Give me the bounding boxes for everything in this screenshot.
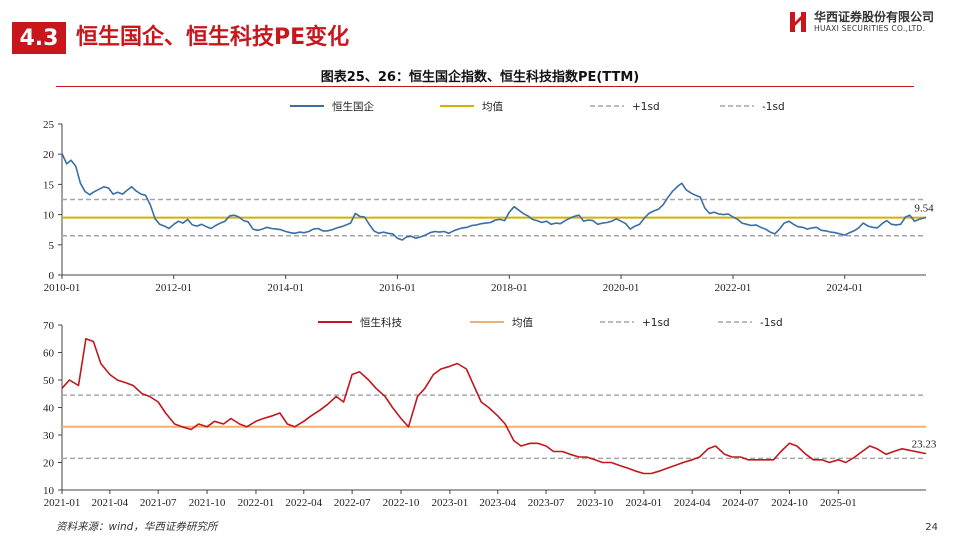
legend-label: 恒生科技 [360,316,402,329]
hscei-pe-chart: 0 5 10 15 20 25 2010-01 2012-01 2014-01 2016-01 20… [43,100,934,294]
legend-label: 恒生国企 [332,100,374,113]
legend-label: -1sd [760,317,783,329]
x-tick-label: 2023-07 [528,497,565,509]
logo-text-en: HUAXI SECURITIES CO.,LTD. [814,24,926,33]
x-tick-label: 2021-04 [91,497,128,509]
legend-label: -1sd [762,101,785,113]
legend-mean: 均值 [470,316,533,329]
logo-text-cn: 华西证券股份有限公司 [814,10,935,24]
x-tick-label: 2016-01 [379,282,416,294]
y-tick-label: 10 [43,485,55,497]
legend-series: 恒生科技 [318,316,402,329]
y-tick-label: 10 [43,210,55,222]
legend-label: 均值 [512,316,533,329]
x-tick-label: 2024-01 [626,497,663,509]
x-tick-label: 2020-01 [603,282,640,294]
x-tick-label: 2024-07 [722,497,759,509]
y-tick-label: 60 [43,348,55,360]
section-title: 恒生国企、恒生科技PE变化 [76,25,350,50]
huaxi-logo-icon [790,12,806,32]
x-tick-label: 2012-01 [155,282,192,294]
end-value-label: 23.23 [912,439,937,451]
x-tick-label: 2022-01 [238,497,275,509]
x-tick-label: 2018-01 [491,282,528,294]
y-tick-label: 20 [43,149,55,161]
x-tick-label: 2024-10 [771,497,808,509]
x-tick-label: 2022-04 [285,497,322,509]
x-tick-label: 2022-07 [334,497,371,509]
x-tick-label: 2023-10 [577,497,614,509]
x-tick-label: 2023-04 [479,497,516,509]
x-tick-label: 2024-04 [674,497,711,509]
company-logo: 华西证券股份有限公司 HUAXI SECURITIES CO.,LTD. [788,8,948,38]
figure-title: 图表25、26：恒生国企指数、恒生科技指数PE(TTM) [320,70,640,85]
x-tick-label: 2022-10 [383,497,420,509]
hscei-pe-line [61,153,927,241]
title-divider [56,86,914,87]
section-number-badge: 4.3 [12,22,66,54]
y-tick-label: 70 [43,320,55,332]
legend-minus-1sd: -1sd [720,101,785,113]
x-tick-label: 2021-07 [140,497,177,509]
x-tick-label: 2025-01 [820,497,857,509]
source-note: 资料来源：wind，华西证券研究所 [56,521,218,533]
legend-plus-1sd: +1sd [600,317,670,329]
x-tick-label: 2022-01 [715,282,752,294]
x-tick-label: 2010-01 [44,282,81,294]
legend-label: 均值 [482,100,503,113]
y-tick-label: 0 [49,270,55,282]
x-tick-label: 2014-01 [267,282,304,294]
y-tick-label: 25 [43,119,55,131]
legend-series: 恒生国企 [290,100,374,113]
legend-label: +1sd [642,317,670,329]
y-tick-label: 40 [43,403,55,415]
y-tick-label: 30 [43,430,55,442]
x-tick-label: 2021-01 [44,497,81,509]
y-tick-label: 5 [49,240,55,252]
legend-label: +1sd [632,101,660,113]
hstech-pe-chart: 10 20 30 40 50 60 70 2021-01 2021-04 2021-07 2021-… [43,316,937,509]
y-tick-label: 20 [43,458,55,470]
legend-mean: 均值 [440,100,503,113]
end-value-label: 9.54 [914,202,934,214]
y-tick-label: 50 [43,375,55,387]
legend-minus-1sd: -1sd [718,317,783,329]
page-number: 24 [925,522,938,533]
x-tick-label: 2023-01 [432,497,469,509]
x-tick-label: 2024-01 [826,282,863,294]
hstech-pe-line [61,338,927,475]
y-tick-label: 15 [43,179,55,191]
x-tick-label: 2021-10 [189,497,226,509]
legend-plus-1sd: +1sd [590,101,660,113]
